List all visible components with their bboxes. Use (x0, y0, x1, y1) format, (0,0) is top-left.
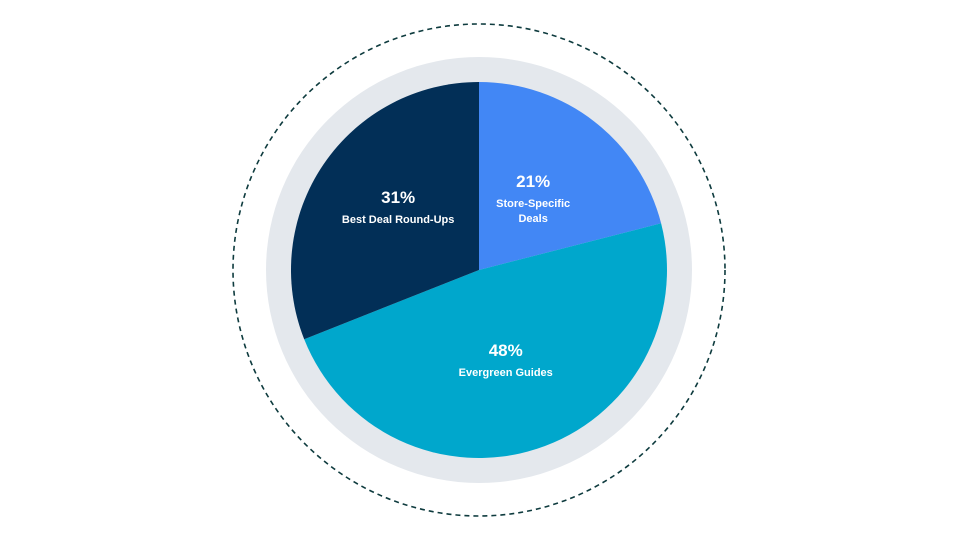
slice-category-label: Store-Specific (496, 198, 570, 210)
slice-category-label: Best Deal Round-Ups (342, 214, 454, 226)
slice-value-label: 31% (381, 188, 415, 207)
dashed-outline-circle (232, 23, 726, 517)
slice-value-label: 48% (489, 341, 523, 360)
slice-value-label: 21% (516, 172, 550, 191)
slice-category-label: Evergreen Guides (459, 367, 553, 379)
pie-labels: 21% Store-Specific Deals 48% Evergreen Guide… (342, 172, 570, 379)
pie-slice (479, 82, 662, 270)
pie-slice (290, 82, 479, 340)
pie-slices (290, 82, 667, 458)
pie-slice (304, 223, 667, 458)
slice-category-label: Deals (518, 213, 547, 225)
